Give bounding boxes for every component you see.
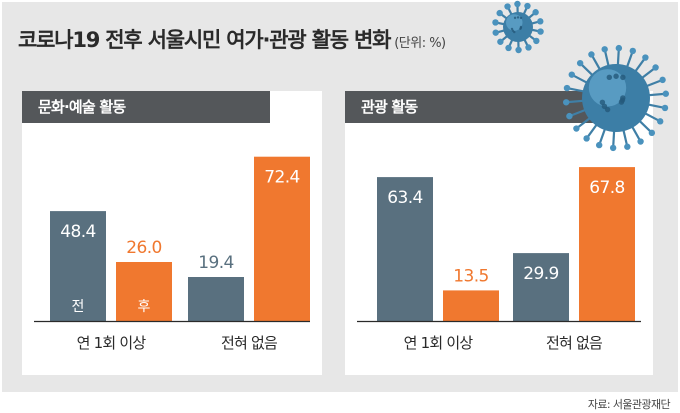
category-label: 전혀 없음 xyxy=(546,334,602,352)
bar-chart-tourism: 63.4 29.9 13.5 67.8 연 1회 이상 전혀 없음 xyxy=(357,167,641,352)
bar xyxy=(579,167,635,321)
data-label: 19.4 xyxy=(198,253,233,273)
data-label: 67.8 xyxy=(589,178,624,198)
bar xyxy=(116,262,172,321)
bar xyxy=(377,177,433,321)
category-label: 연 1회 이상 xyxy=(77,334,147,352)
panel-tourism: 관광 활동 63.4 29.9 13.5 67.8 연 1회 이상 전혀 없음 xyxy=(345,91,653,375)
bar xyxy=(254,156,310,321)
data-label: 72.4 xyxy=(264,168,299,188)
data-label: 13.5 xyxy=(453,266,488,286)
panel-title: 관광 활동 xyxy=(345,91,593,123)
bar xyxy=(50,211,106,321)
unit-label: (단위: %) xyxy=(394,36,446,51)
panel-title: 문화·예술 활동 xyxy=(22,91,270,123)
data-label: 48.4 xyxy=(60,222,95,242)
category-label: 연 1회 이상 xyxy=(404,334,474,352)
data-label: 63.4 xyxy=(387,188,422,208)
coronavirus-icon xyxy=(562,44,670,152)
chart-title: 코로나19 전후 서울시민 여가·관광 활동 변화 (단위: %) xyxy=(18,24,446,54)
category-label: 전혀 없음 xyxy=(221,334,277,352)
bar xyxy=(513,253,569,321)
data-label: 26.0 xyxy=(126,238,161,258)
coronavirus-icon xyxy=(492,0,544,54)
bar-chart-culture-arts: 48.4 전 19.4 26.0 후 72.4 연 1회 이상 전혀 없음 xyxy=(34,156,310,352)
bar xyxy=(188,277,244,321)
series-label: 전 xyxy=(72,299,85,315)
bar xyxy=(443,290,499,321)
data-label: 29.9 xyxy=(523,264,558,284)
source-note: 자료: 서울관광재단 xyxy=(587,398,671,411)
panel-culture-arts: 문화·예술 활동 48.4 전 19.4 26.0 후 72.4 연 1회 이상 전혀 없음 xyxy=(22,91,322,375)
chart-title-text: 코로나19 전후 서울시민 여가·관광 활동 변화 xyxy=(18,28,391,52)
series-label: 후 xyxy=(138,299,151,315)
